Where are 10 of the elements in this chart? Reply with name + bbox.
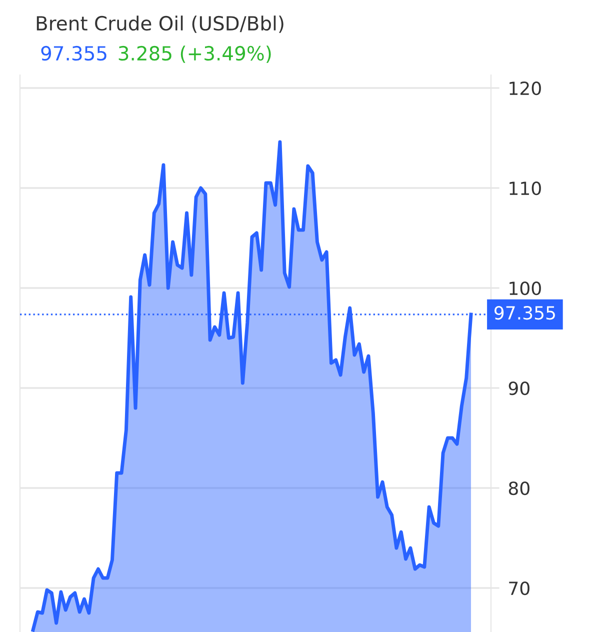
ref-line-label: 97.355 — [494, 306, 555, 320]
text: 3.285 (+3.49%) — [118, 46, 271, 63]
y-tick-label: 110 — [510, 181, 541, 196]
y-tick-label: 90 — [508, 381, 530, 396]
y-tick-label: 120 — [510, 81, 541, 96]
y-tick-label: 70 — [509, 581, 530, 596]
chart-title: Brent Crude Oil (USD/Bbl) — [36, 16, 284, 33]
chart-subtitle: 97.355 — [41, 46, 106, 61]
y-tick-label: 80 — [508, 481, 530, 496]
y-tick-label: 100 — [510, 281, 541, 296]
